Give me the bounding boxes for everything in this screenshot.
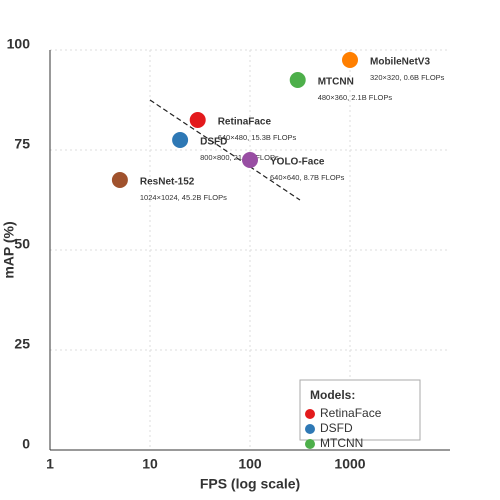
point <box>342 52 358 68</box>
legend-box <box>299 379 421 441</box>
point-label: DSFD <box>200 137 227 148</box>
legend-label: MobileNetV3 <box>320 481 389 495</box>
x-tick-label: 1000 <box>334 456 365 472</box>
grid <box>50 49 450 450</box>
legend-label: RetinaFace <box>320 406 382 420</box>
legend-label: DSFD <box>320 421 353 435</box>
legend-marker <box>305 439 315 449</box>
point-annotation: 800×800, 21.1B FLOPs <box>200 153 279 162</box>
point-label: YOLO-Face <box>270 157 325 168</box>
trend-line <box>149 99 301 201</box>
y-tick-label: 0 <box>22 436 30 452</box>
x-tick-label: 1 <box>46 456 54 472</box>
legend-label: MTCNN <box>320 436 363 450</box>
y-axis-label: mAP (%) <box>1 221 17 278</box>
legend-title: Models: <box>310 388 355 402</box>
y-tick-label: 25 <box>14 336 30 352</box>
point-annotation: 640×480, 15.3B FLOPs <box>218 133 297 142</box>
point-annotation: 1024×1024, 45.2B FLOPs <box>140 193 227 202</box>
legend-marker <box>305 469 315 479</box>
point-label: MobileNetV3 <box>370 57 430 68</box>
point-label: RetinaFace <box>218 117 272 128</box>
legend-marker <box>305 454 315 464</box>
y-tick-label: 75 <box>14 136 30 152</box>
y-tick-label: 50 <box>14 236 30 252</box>
point-label: MTCNN <box>318 77 354 88</box>
legend: Models: RetinaFaceDSFDMTCNNYOLO-FaceResN… <box>299 379 421 495</box>
point-label: ResNet-152 <box>140 177 195 188</box>
point <box>172 132 189 148</box>
point-annotation: 320×320, 0.6B FLOPs <box>370 73 445 82</box>
point <box>289 72 306 88</box>
legend-marker <box>305 409 315 419</box>
x-tick-label: 10 <box>142 456 158 472</box>
point-annotation: 640×640, 8.7B FLOPs <box>270 173 345 182</box>
x-tick-label: 100 <box>238 456 262 472</box>
point <box>242 152 258 168</box>
legend-marker <box>305 424 315 434</box>
point <box>111 172 128 188</box>
point <box>189 112 206 128</box>
legend-marker <box>305 484 315 494</box>
x-axis-label: FPS (log scale) <box>200 476 300 492</box>
point-annotation: 480×360, 2.1B FLOPs <box>318 93 393 102</box>
y-tick-label: 100 <box>7 36 31 52</box>
